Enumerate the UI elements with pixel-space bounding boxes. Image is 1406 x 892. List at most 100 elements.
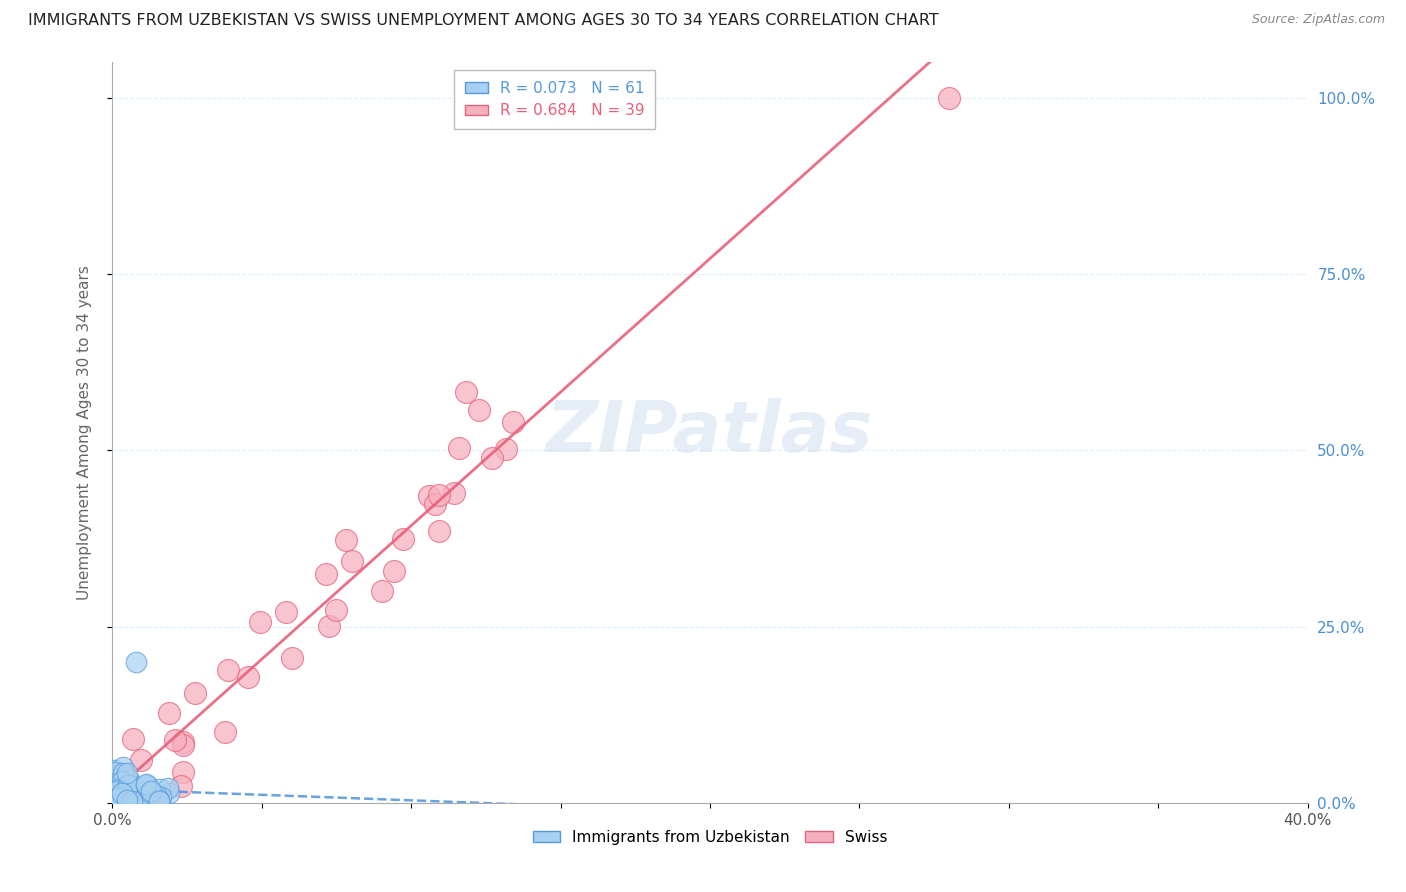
Point bbox=[114, 794, 136, 808]
Point bbox=[105, 776, 128, 790]
Point bbox=[318, 619, 340, 633]
Point bbox=[456, 385, 478, 400]
Point bbox=[118, 790, 141, 805]
Point bbox=[335, 533, 357, 547]
Point bbox=[114, 768, 136, 782]
Point bbox=[443, 486, 465, 500]
Point bbox=[392, 533, 415, 547]
Point bbox=[103, 763, 125, 777]
Point bbox=[135, 795, 157, 809]
Point bbox=[938, 91, 960, 105]
Text: IMMIGRANTS FROM UZBEKISTAN VS SWISS UNEMPLOYMENT AMONG AGES 30 TO 34 YEARS CORRE: IMMIGRANTS FROM UZBEKISTAN VS SWISS UNEM… bbox=[28, 13, 939, 29]
Point bbox=[340, 554, 363, 568]
Point bbox=[281, 650, 304, 665]
Point bbox=[122, 780, 145, 794]
Point bbox=[236, 670, 259, 684]
Point bbox=[108, 792, 131, 806]
Point bbox=[112, 793, 135, 807]
Point bbox=[118, 772, 141, 787]
Point bbox=[104, 788, 127, 802]
Point bbox=[423, 497, 446, 511]
Point bbox=[135, 778, 157, 792]
Point bbox=[122, 732, 145, 747]
Point bbox=[170, 780, 193, 794]
Point bbox=[124, 796, 146, 810]
Point bbox=[249, 615, 271, 629]
Point bbox=[157, 706, 180, 720]
Point bbox=[149, 790, 172, 805]
Point bbox=[136, 779, 159, 793]
Point bbox=[502, 415, 524, 429]
Point bbox=[217, 664, 239, 678]
Point bbox=[427, 524, 450, 539]
Point bbox=[214, 724, 236, 739]
Point bbox=[105, 794, 128, 808]
Point bbox=[370, 584, 392, 599]
Point bbox=[111, 760, 134, 774]
Point bbox=[111, 773, 134, 788]
Point bbox=[107, 796, 129, 810]
Point bbox=[172, 764, 194, 779]
Point bbox=[139, 784, 162, 798]
Point bbox=[111, 766, 134, 780]
Point bbox=[104, 779, 127, 793]
Point bbox=[427, 487, 450, 501]
Point bbox=[110, 791, 132, 805]
Text: Source: ZipAtlas.com: Source: ZipAtlas.com bbox=[1251, 13, 1385, 27]
Point bbox=[183, 686, 205, 700]
Point bbox=[481, 451, 503, 466]
Point bbox=[101, 792, 124, 806]
Y-axis label: Unemployment Among Ages 30 to 34 years: Unemployment Among Ages 30 to 34 years bbox=[77, 265, 91, 600]
Point bbox=[135, 777, 157, 791]
Point bbox=[447, 441, 470, 455]
Point bbox=[111, 789, 134, 803]
Point bbox=[111, 784, 134, 798]
Text: ZIPatlas: ZIPatlas bbox=[547, 398, 873, 467]
Point bbox=[124, 779, 146, 793]
Point bbox=[108, 792, 131, 806]
Point bbox=[112, 780, 135, 794]
Point bbox=[107, 781, 129, 796]
Point bbox=[117, 778, 139, 792]
Point bbox=[159, 786, 181, 800]
Point bbox=[495, 442, 517, 456]
Point bbox=[115, 794, 138, 808]
Point bbox=[105, 784, 128, 798]
Point bbox=[118, 776, 141, 790]
Point bbox=[129, 753, 152, 767]
Point bbox=[325, 603, 347, 617]
Point bbox=[139, 786, 162, 800]
Point bbox=[468, 403, 491, 417]
Point bbox=[111, 786, 134, 800]
Point bbox=[125, 655, 148, 669]
Point bbox=[145, 788, 167, 802]
Legend: Immigrants from Uzbekistan, Swiss: Immigrants from Uzbekistan, Swiss bbox=[526, 823, 894, 851]
Point bbox=[117, 793, 139, 807]
Point bbox=[121, 794, 143, 808]
Point bbox=[149, 782, 172, 797]
Point bbox=[315, 567, 337, 582]
Point bbox=[418, 489, 440, 503]
Point bbox=[108, 791, 131, 805]
Point bbox=[110, 795, 132, 809]
Point bbox=[172, 735, 194, 749]
Point bbox=[105, 789, 128, 804]
Point bbox=[172, 738, 194, 752]
Point bbox=[135, 789, 157, 804]
Point bbox=[146, 790, 169, 805]
Point bbox=[124, 783, 146, 797]
Point bbox=[128, 789, 150, 803]
Point bbox=[117, 765, 139, 780]
Point bbox=[112, 789, 135, 804]
Point bbox=[384, 564, 406, 578]
Point bbox=[107, 782, 129, 797]
Point bbox=[110, 795, 132, 809]
Point bbox=[165, 732, 187, 747]
Point bbox=[141, 791, 163, 805]
Point bbox=[103, 765, 125, 780]
Point bbox=[118, 796, 141, 810]
Point bbox=[148, 794, 170, 808]
Point bbox=[138, 789, 160, 803]
Point bbox=[148, 793, 170, 807]
Point bbox=[276, 605, 298, 619]
